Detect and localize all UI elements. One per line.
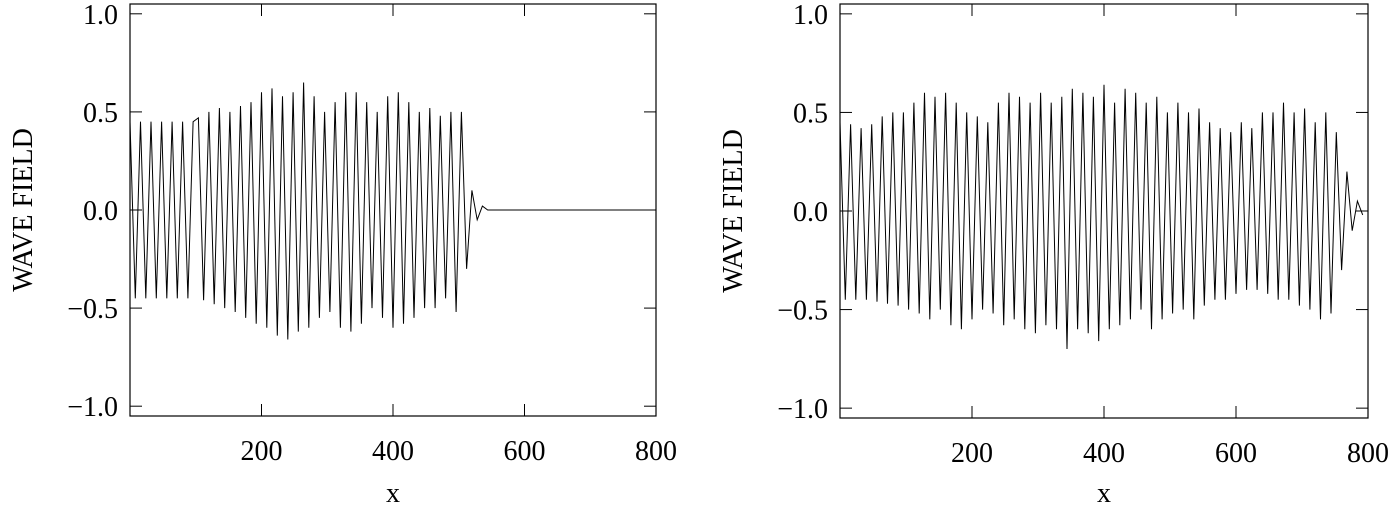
x-tick-label: 600 (1215, 438, 1257, 469)
plot-frame (839, 3, 1369, 419)
x-tick-label: 400 (372, 436, 414, 467)
y-tick-label: 1.0 (793, 0, 828, 31)
y-tick-label: −0.5 (777, 296, 828, 327)
y-tick-label: 0.5 (83, 98, 118, 129)
x-tick-label: 600 (504, 436, 546, 467)
wave-line (129, 82, 651, 340)
x-tick-label: 200 (241, 436, 283, 467)
x-axis-label: x (1097, 478, 1111, 508)
x-tick-label: 400 (1083, 438, 1125, 469)
x-tick-label: 200 (951, 438, 993, 469)
y-tick-label: −0.5 (67, 294, 118, 325)
y-tick-label: 0.5 (793, 98, 828, 129)
x-axis-label: x (386, 478, 400, 508)
y-tick-label: −1.0 (777, 394, 828, 425)
y-tick-label: 0.0 (793, 197, 828, 228)
y-axis-label: WAVE FIELD (718, 129, 749, 293)
x-tick-label: 800 (1347, 438, 1389, 469)
y-tick-label: 1.0 (83, 0, 118, 31)
y-tick-label: −1.0 (67, 392, 118, 423)
x-tick-label: 800 (635, 436, 677, 467)
y-axis-label: WAVE FIELD (8, 128, 39, 292)
y-tick-label: 0.0 (83, 196, 118, 227)
wave-line (839, 84, 1364, 350)
